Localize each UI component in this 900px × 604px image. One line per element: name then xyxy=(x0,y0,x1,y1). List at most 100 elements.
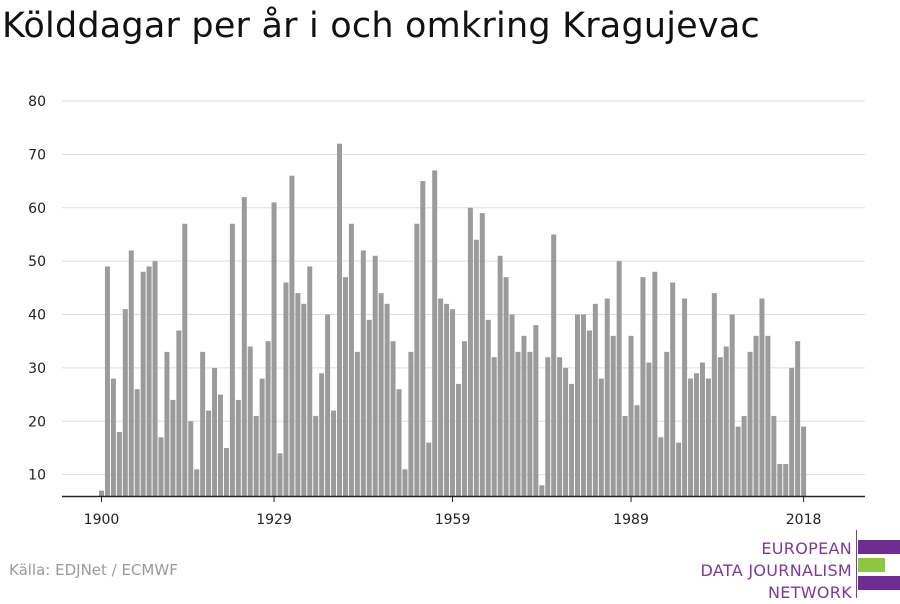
bar xyxy=(616,261,622,496)
bar xyxy=(759,298,765,496)
logo-bar-top xyxy=(858,540,900,554)
bar xyxy=(664,351,670,496)
bar xyxy=(723,346,729,496)
bar xyxy=(164,351,170,496)
bar xyxy=(212,367,218,496)
bar xyxy=(711,293,717,496)
bar xyxy=(140,271,146,496)
bar xyxy=(110,378,116,496)
bar xyxy=(414,223,420,496)
source-note: Källa: EDJNet / ECMWF xyxy=(9,561,178,579)
bar xyxy=(366,319,372,496)
bars xyxy=(99,143,807,497)
bar xyxy=(741,415,747,496)
bar xyxy=(271,202,277,497)
bar xyxy=(771,415,777,496)
x-tick-label: 1900 xyxy=(84,512,120,528)
bar xyxy=(580,314,586,496)
bar xyxy=(241,197,247,496)
bar xyxy=(551,234,557,496)
bar xyxy=(277,453,283,496)
bar xyxy=(319,373,325,496)
bar xyxy=(479,213,485,496)
logo-bar-middle xyxy=(858,558,885,572)
x-axis-ticks: 1900 1929 1959 1989 2018 xyxy=(84,496,822,528)
bar xyxy=(753,335,759,496)
bar xyxy=(223,447,229,496)
bar xyxy=(295,293,301,496)
y-tick-label: 80 xyxy=(28,94,46,110)
bar xyxy=(586,330,592,496)
bar xyxy=(146,266,152,496)
bar xyxy=(182,223,188,496)
bar xyxy=(194,469,200,496)
y-tick-label: 20 xyxy=(28,414,46,430)
y-tick-label: 50 xyxy=(28,254,46,270)
bar xyxy=(218,394,223,496)
bar xyxy=(634,405,640,496)
bar xyxy=(527,351,533,496)
x-tick-label: 1929 xyxy=(256,512,292,528)
bar xyxy=(491,357,497,496)
bar xyxy=(342,277,348,496)
x-tick-label: 1989 xyxy=(613,512,649,528)
bar xyxy=(206,410,212,496)
logo-line-3: NETWORK xyxy=(768,583,852,602)
bar xyxy=(432,170,438,496)
bar xyxy=(188,421,194,496)
bar xyxy=(699,362,705,496)
bar xyxy=(122,309,128,496)
bar xyxy=(408,351,414,496)
edjnet-logo[interactable]: EUROPEAN DATA JOURNALISM NETWORK xyxy=(700,528,900,602)
bar xyxy=(640,277,646,496)
bar xyxy=(729,314,735,496)
y-tick-label: 60 xyxy=(28,201,46,217)
bar xyxy=(777,463,783,496)
bar xyxy=(372,255,378,496)
x-tick-label: 1959 xyxy=(435,512,471,528)
bar xyxy=(801,426,807,496)
bar xyxy=(467,207,473,496)
bar xyxy=(402,469,408,496)
bar xyxy=(313,415,319,496)
bar xyxy=(265,341,271,496)
bar xyxy=(152,261,158,496)
bar xyxy=(592,303,598,496)
bar xyxy=(444,303,450,496)
y-tick-label: 10 xyxy=(28,468,46,484)
bar xyxy=(789,367,795,496)
bar xyxy=(396,389,402,496)
bar xyxy=(688,378,694,496)
logo-line-2: DATA JOURNALISM xyxy=(700,561,852,580)
bar xyxy=(360,250,366,496)
bar xyxy=(420,181,426,496)
y-tick-label: 40 xyxy=(28,308,46,324)
bar xyxy=(509,314,515,496)
bar xyxy=(515,351,521,496)
bar xyxy=(497,255,503,496)
bar xyxy=(301,303,307,496)
y-tick-label: 30 xyxy=(28,361,46,377)
bar xyxy=(658,437,664,496)
bar xyxy=(158,437,164,496)
bar xyxy=(747,351,753,496)
bar xyxy=(200,351,206,496)
bar xyxy=(384,303,390,496)
logo-bar-bottom xyxy=(858,576,900,590)
bar xyxy=(247,346,253,496)
bar xyxy=(670,282,676,496)
bar xyxy=(229,223,235,496)
chart-title: Kölddagar per år i och omkring Kragujeva… xyxy=(2,6,760,46)
bar xyxy=(390,341,396,496)
x-tick-label: 2018 xyxy=(786,512,822,528)
bar xyxy=(354,351,360,496)
bar xyxy=(503,277,509,496)
bar xyxy=(456,383,461,496)
bar xyxy=(765,335,771,496)
bar xyxy=(99,490,104,496)
bar xyxy=(325,314,331,496)
bar xyxy=(705,378,711,496)
bar xyxy=(569,383,575,496)
bar xyxy=(783,463,789,496)
bar xyxy=(676,442,682,496)
